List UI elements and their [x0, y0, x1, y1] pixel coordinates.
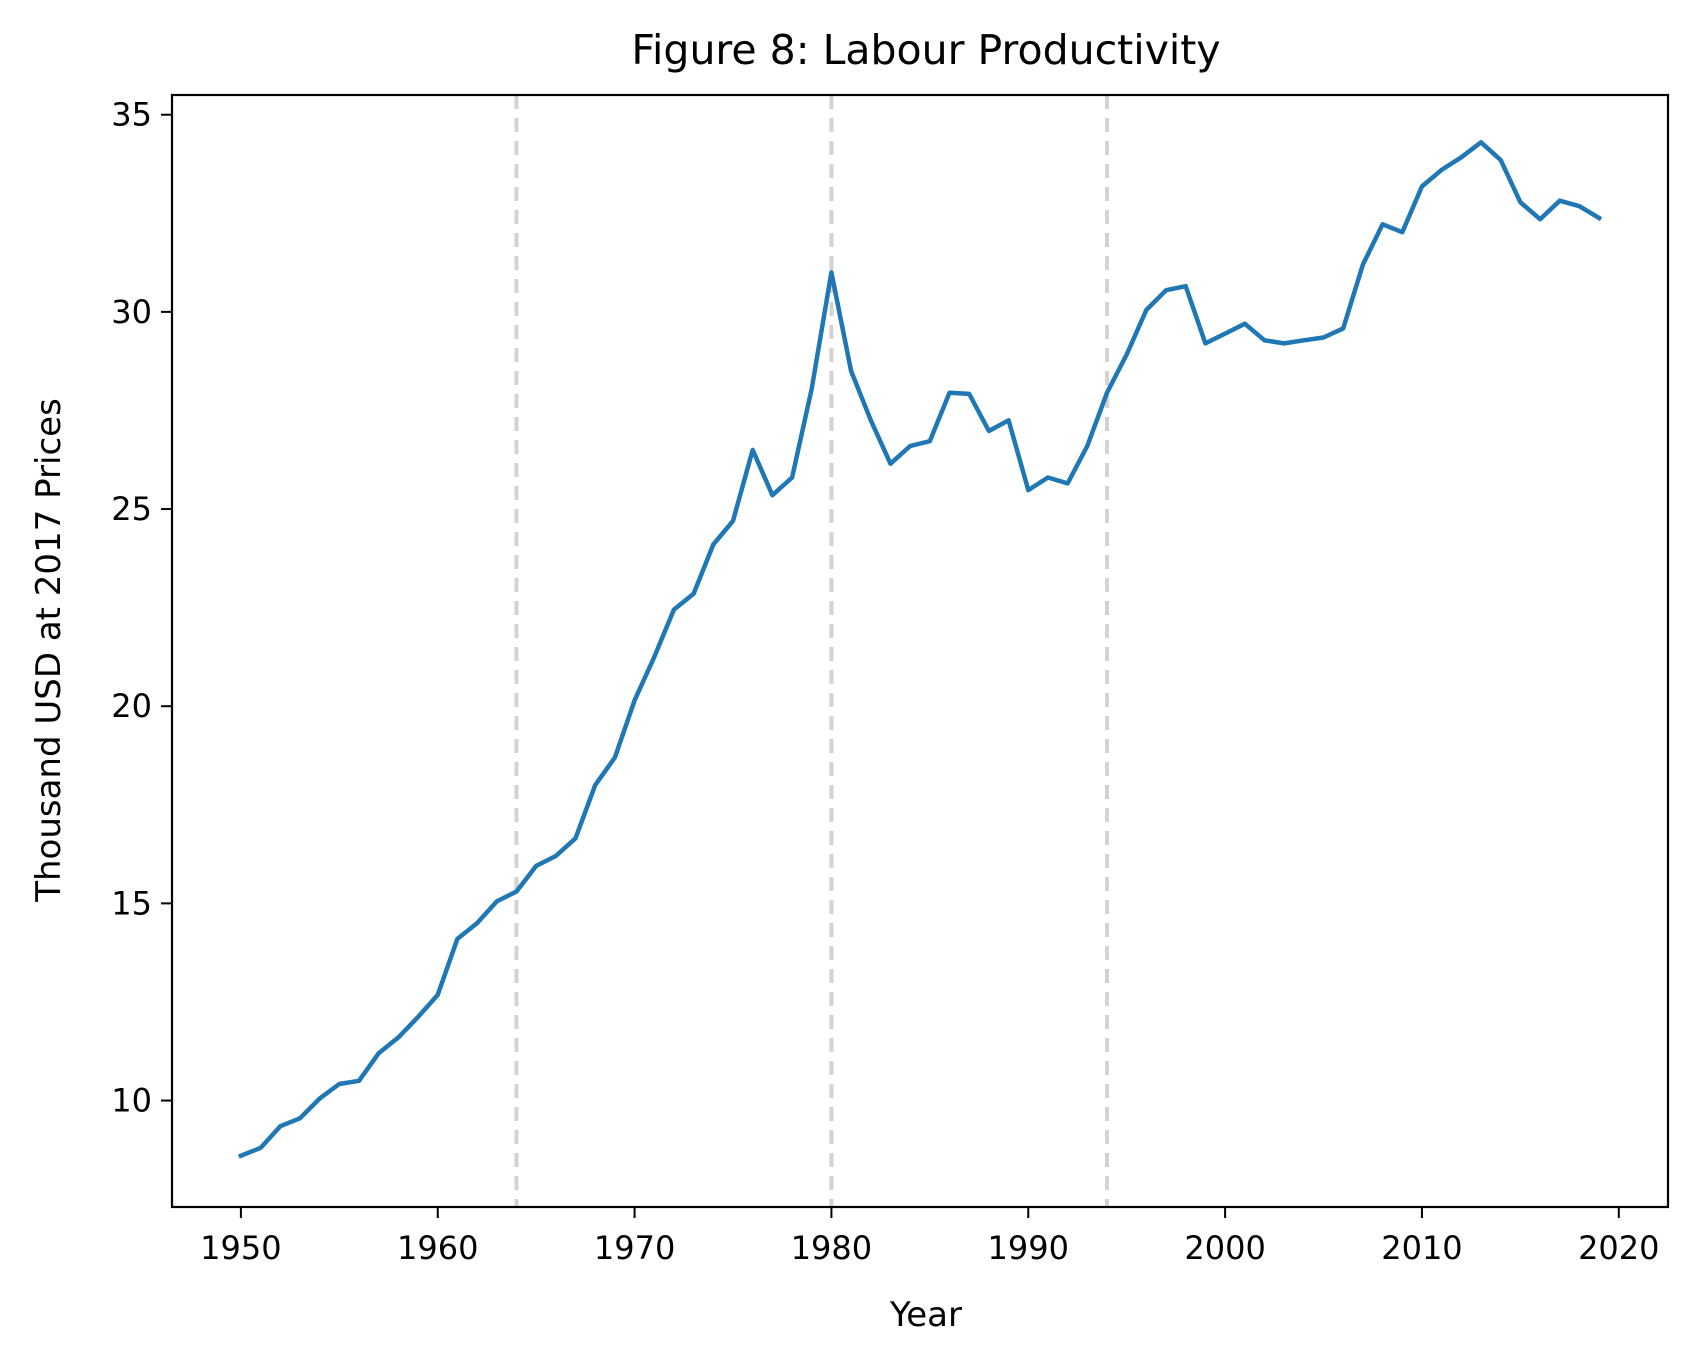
- x-tick-label-2000: 2000: [1184, 1229, 1265, 1267]
- x-tick-label-1950: 1950: [200, 1229, 281, 1267]
- y-tick-label-10: 10: [111, 1082, 152, 1120]
- y-tick-label-35: 35: [111, 96, 152, 134]
- chart-title: Figure 8: Labour Productivity: [631, 26, 1220, 74]
- series-line-0: [237, 140, 1603, 1159]
- x-tick-label-2010: 2010: [1381, 1229, 1462, 1267]
- x-tick-label-1990: 1990: [988, 1229, 1069, 1267]
- x-axis-label: Year: [889, 1295, 962, 1335]
- plot-area: 1950 1960 1970 1980 1990 2000 2010 2020 10 15 20 25…: [111, 93, 1670, 1267]
- y-axis-label: Thousand USD at 2017 Prices: [29, 398, 69, 903]
- x-tick-label-2020: 2020: [1578, 1229, 1659, 1267]
- x-tick-label-1960: 1960: [397, 1229, 478, 1267]
- plot-frame: [170, 93, 1670, 1209]
- y-tick-label-20: 20: [111, 687, 152, 725]
- y-tick-label-25: 25: [111, 490, 152, 528]
- y-tick-label-15: 15: [111, 884, 152, 922]
- x-tick-label-1970: 1970: [594, 1229, 675, 1267]
- x-tick-label-1980: 1980: [791, 1229, 872, 1267]
- y-tick-label-30: 30: [111, 293, 152, 331]
